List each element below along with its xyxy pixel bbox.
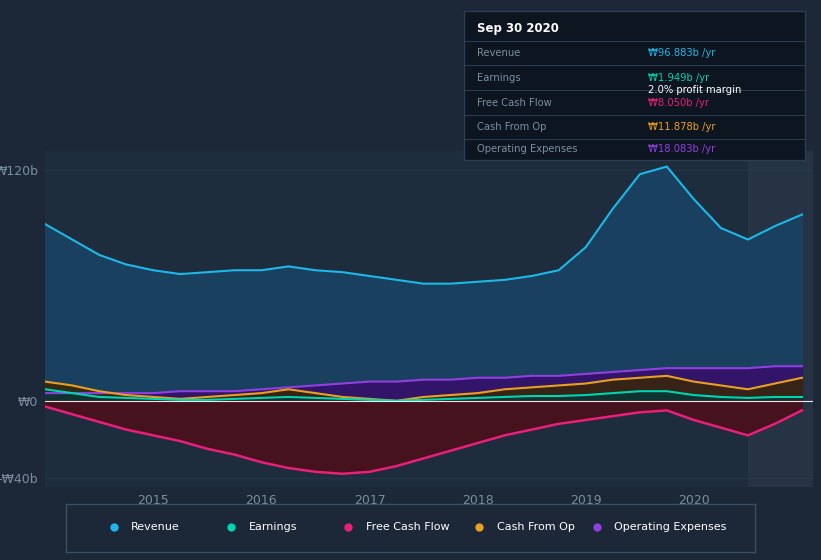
Text: ₩96.883b /yr: ₩96.883b /yr <box>648 48 715 58</box>
Text: Operating Expenses: Operating Expenses <box>478 144 578 154</box>
Text: Free Cash Flow: Free Cash Flow <box>365 522 449 532</box>
Bar <box>748 151 813 487</box>
Text: Cash From Op: Cash From Op <box>497 522 575 532</box>
Text: ₩11.878b /yr: ₩11.878b /yr <box>648 122 715 132</box>
Text: Operating Expenses: Operating Expenses <box>614 522 727 532</box>
Text: ₩8.050b /yr: ₩8.050b /yr <box>648 98 709 108</box>
Text: Sep 30 2020: Sep 30 2020 <box>478 22 559 35</box>
Text: Revenue: Revenue <box>478 48 521 58</box>
Text: Cash From Op: Cash From Op <box>478 122 547 132</box>
Text: ₩18.083b /yr: ₩18.083b /yr <box>648 144 715 154</box>
Text: Free Cash Flow: Free Cash Flow <box>478 98 553 108</box>
Text: Earnings: Earnings <box>249 522 297 532</box>
Text: Earnings: Earnings <box>478 73 521 83</box>
Text: 2.0% profit margin: 2.0% profit margin <box>648 85 741 95</box>
Text: ₩1.949b /yr: ₩1.949b /yr <box>648 73 709 83</box>
Text: Revenue: Revenue <box>131 522 180 532</box>
